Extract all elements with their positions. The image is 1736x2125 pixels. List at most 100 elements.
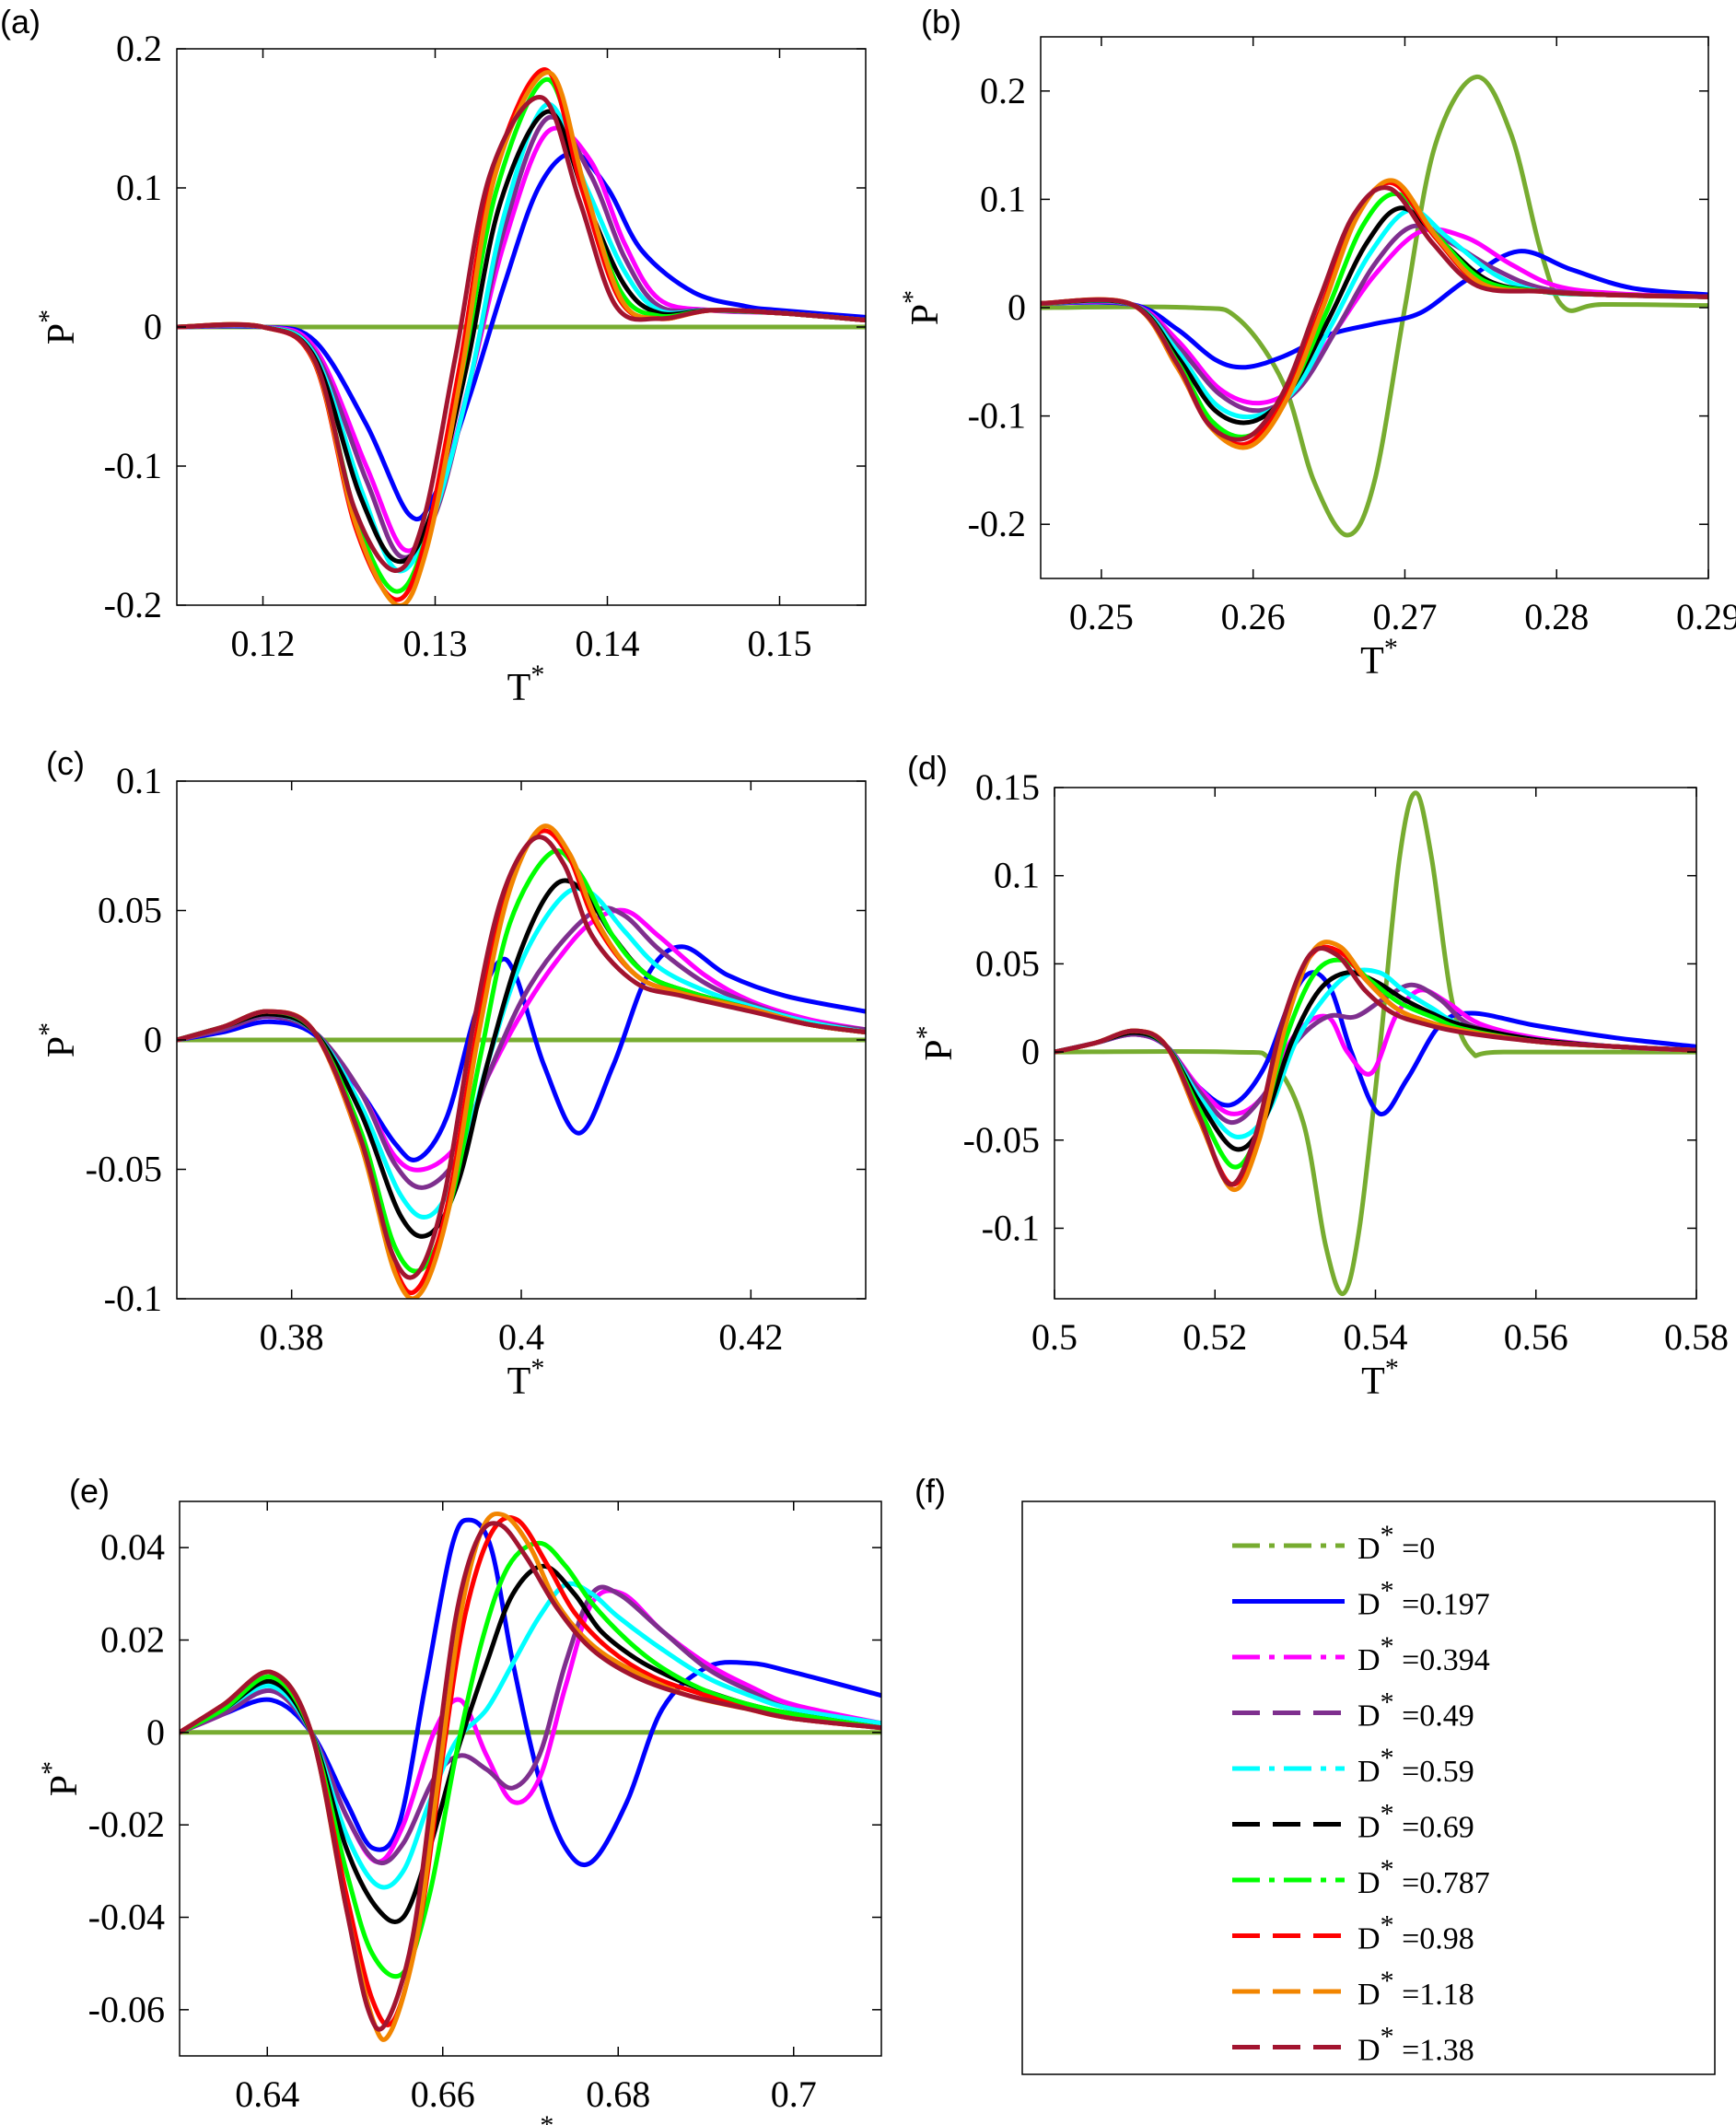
- legend-entry: D* =0: [1232, 1520, 1435, 1566]
- x-tick-label: 0.26: [1221, 596, 1286, 637]
- y-tick-label: -0.04: [88, 1897, 165, 1938]
- y-tick-label: 0.2: [116, 28, 162, 69]
- legend-label: D* =0.394: [1357, 1631, 1490, 1677]
- x-tick-label: 0.12: [231, 623, 296, 664]
- y-tick-label: -0.05: [86, 1149, 162, 1190]
- legend-entry: D* =1.18: [1232, 1966, 1474, 2012]
- series-group: [177, 67, 866, 605]
- y-tick-label: -0.1: [104, 1278, 162, 1319]
- series-line: [177, 835, 866, 1280]
- y-tick-label: 0.1: [994, 855, 1040, 896]
- x-tick-label: 0.28: [1524, 596, 1589, 637]
- x-axis-label: T*: [1360, 633, 1398, 683]
- axes-frame: [179, 1500, 882, 2057]
- legend-box: [1021, 1500, 1716, 2075]
- x-axis-label: T*: [507, 660, 545, 709]
- legend-entry: D* =0.69: [1232, 1799, 1474, 1845]
- y-tick-label: -0.06: [88, 1989, 165, 2030]
- x-axis-label: T*: [507, 1353, 545, 1403]
- x-tick-label: 0.64: [235, 2073, 299, 2115]
- panel-label: (e): [69, 1472, 110, 1510]
- x-tick-label: 0.42: [718, 1316, 783, 1358]
- y-tick-label: 0.1: [980, 178, 1026, 219]
- series-line: [180, 1521, 881, 2032]
- legend-entry: D* =0.197: [1232, 1576, 1490, 1622]
- x-tick-label: 0.5: [1031, 1316, 1078, 1358]
- legend-label: D* =0.49: [1357, 1687, 1474, 1734]
- x-tick-label: 0.15: [748, 623, 812, 664]
- legend-label: D* =0: [1357, 1520, 1435, 1566]
- legend-entry: D* =0.787: [1232, 1854, 1490, 1900]
- panel-label: (f): [915, 1472, 946, 1510]
- y-tick-label: -0.2: [968, 503, 1026, 544]
- y-axis-label: P*: [33, 309, 83, 344]
- series-line: [1041, 227, 1708, 406]
- panel-label: (b): [921, 3, 961, 41]
- legend-label: D* =0.197: [1357, 1576, 1490, 1622]
- series-line: [177, 95, 866, 573]
- legend-entry: D* =1.38: [1232, 2022, 1474, 2068]
- chart-panel-5: (e) 0.64 0.66 0.68 0.7 -0.06 -0.04 -0.02 0 0.02 0.…: [36, 1472, 882, 2125]
- y-axis-label: P*: [911, 1025, 961, 1060]
- chart-panel-2: (b) 0.25 0.26 0.27 0.28 0.29 -0.2 -0.1 0 0.1 0.2 T*…: [897, 3, 1736, 683]
- series-line: [1041, 223, 1708, 414]
- series-group: [1054, 790, 1696, 1296]
- series-line: [177, 886, 866, 1220]
- y-tick-label: 0.1: [116, 167, 162, 208]
- series-line: [1041, 180, 1708, 448]
- chart-panel-3: (c) 0.38 0.4 0.42 -0.1 -0.05 0 0.05 0.1 T* P*: [33, 744, 867, 1403]
- x-tick-label: 0.54: [1344, 1316, 1408, 1358]
- legend-entry: D* =0.98: [1232, 1910, 1474, 1956]
- y-tick-label: -0.1: [104, 445, 162, 486]
- legend-entry: D* =0.394: [1232, 1631, 1490, 1677]
- legend-entry: D* =0.49: [1232, 1687, 1474, 1734]
- x-axis-label: T*: [1361, 1353, 1399, 1403]
- series-line: [177, 878, 866, 1239]
- x-tick-label: 0.52: [1183, 1316, 1247, 1358]
- series-line: [1041, 205, 1708, 426]
- series-group: [180, 1511, 881, 2042]
- series-line: [177, 150, 866, 522]
- series-group: [177, 823, 866, 1299]
- x-tick-label: 0.25: [1069, 596, 1134, 637]
- y-tick-label: 0.05: [975, 942, 1040, 984]
- series-line: [180, 1511, 881, 2042]
- panel-label: (a): [0, 3, 41, 41]
- legend-label: D* =0.69: [1357, 1799, 1474, 1845]
- y-tick-label: -0.02: [88, 1804, 165, 1845]
- legend-label: D* =1.38: [1357, 2022, 1474, 2068]
- series-line: [180, 1540, 881, 1979]
- chart-panel-4: (d) 0.5 0.52 0.54 0.56 0.58 -0.1 -0.05 0 0.05 0.1 0…: [907, 749, 1729, 1403]
- x-tick-label: 0.38: [260, 1316, 324, 1358]
- y-tick-label: -0.1: [968, 395, 1026, 437]
- series-line: [1054, 946, 1696, 1187]
- series-group: [1041, 75, 1708, 538]
- y-axis-label: P*: [897, 290, 947, 325]
- series-line: [1041, 249, 1708, 370]
- x-tick-label: 0.13: [403, 623, 468, 664]
- x-tick-label: 0.7: [771, 2073, 817, 2115]
- y-tick-label: 0.04: [100, 1526, 165, 1568]
- x-tick-label: 0.58: [1664, 1316, 1729, 1358]
- y-tick-label: -0.1: [982, 1207, 1040, 1248]
- y-tick-label: -0.05: [963, 1119, 1040, 1161]
- x-axis-label: T*: [517, 2110, 554, 2125]
- legend-label: D* =1.18: [1357, 1966, 1474, 2012]
- y-tick-label: 0.02: [100, 1619, 165, 1661]
- y-tick-label: 0.15: [975, 766, 1040, 808]
- y-tick-label: 0: [144, 1019, 162, 1060]
- y-tick-label: 0.1: [116, 760, 162, 801]
- legend-label: D* =0.787: [1357, 1854, 1490, 1900]
- series-line: [177, 125, 866, 554]
- y-tick-label: 0: [1008, 286, 1026, 328]
- x-tick-label: 0.68: [586, 2073, 650, 2115]
- x-tick-label: 0.56: [1504, 1316, 1568, 1358]
- series-line: [1041, 185, 1708, 442]
- series-line: [177, 944, 866, 1162]
- series-line: [177, 848, 866, 1274]
- chart-panel-1: (a) 0.12 0.13 0.14 0.15 -0.2 -0.1 0 0.1 0.2 T* P*: [0, 3, 867, 709]
- x-tick-label: 0.4: [498, 1316, 544, 1358]
- x-tick-label: 0.29: [1676, 596, 1736, 637]
- y-axis-label: P*: [36, 1761, 86, 1796]
